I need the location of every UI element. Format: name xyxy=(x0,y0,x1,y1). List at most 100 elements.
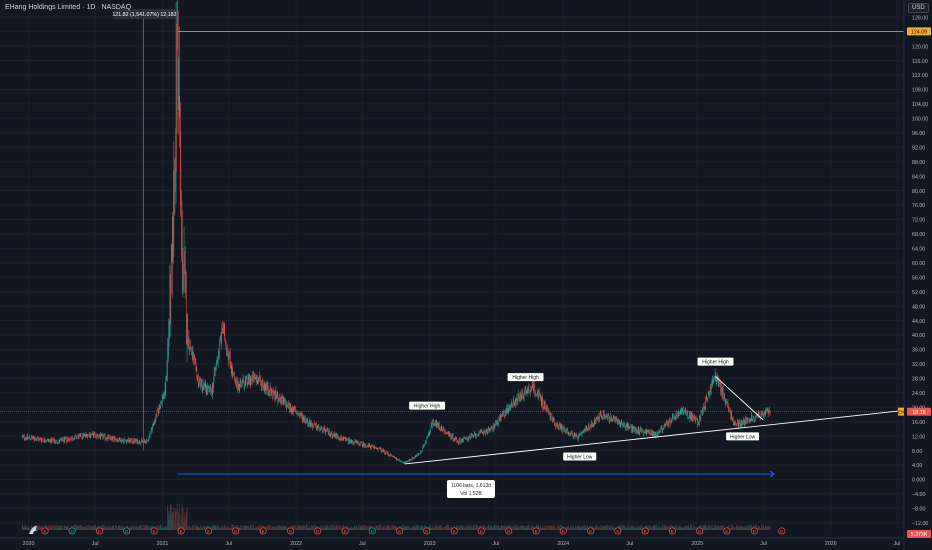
time-tick-label: Jul xyxy=(92,541,99,547)
event-marker: D xyxy=(123,527,131,535)
price-tick-label: 40.00 xyxy=(912,333,925,339)
time-axis[interactable]: 2020 Jul 2021 Jul 2022 Jul 2023 Jul 2024 Jul 2025 J… xyxy=(0,537,904,547)
event-marker-label: E xyxy=(507,529,510,534)
event-marker-label: E xyxy=(398,529,401,534)
currency-button[interactable]: USD xyxy=(908,3,929,13)
event-marker-circle xyxy=(641,527,649,535)
price-tick-label: 4.00 xyxy=(912,463,922,469)
event-marker-circle xyxy=(314,527,322,535)
price-tick-label: 116.00 xyxy=(912,59,928,65)
event-marker-circle xyxy=(559,527,567,535)
time-tick-label: 2020 xyxy=(23,541,35,547)
event-marker: E xyxy=(696,527,704,535)
event-marker-circle xyxy=(95,527,104,535)
resistance-level-tag xyxy=(907,27,931,36)
price-tick-label: 72.00 xyxy=(912,218,925,224)
annotation-box xyxy=(409,401,446,410)
event-marker-circle xyxy=(505,527,513,535)
event-marker: E xyxy=(41,527,49,535)
current-price-label: 18.78 xyxy=(912,410,925,416)
measure-horizontal-box xyxy=(446,480,495,499)
tradingview-logo-icon xyxy=(29,526,37,534)
event-marker-circle xyxy=(396,527,404,535)
price-tick-label: −4.00 xyxy=(912,492,925,498)
event-marker-label: E xyxy=(780,529,783,534)
event-marker: E xyxy=(95,527,104,535)
event-marker: E xyxy=(287,527,295,535)
horizontal-levels xyxy=(0,30,904,412)
price-tick-label: 36.00 xyxy=(912,348,925,354)
candlestick-series xyxy=(22,0,771,464)
price-tick-label: 88.00 xyxy=(912,160,925,166)
event-marker: E xyxy=(232,527,240,535)
event-marker: E xyxy=(614,527,622,535)
time-tick-label: Jul xyxy=(493,541,500,547)
event-marker: E xyxy=(205,527,213,535)
event-marker-label: E xyxy=(234,529,237,534)
annotation-label: Higher Low xyxy=(567,455,593,461)
event-marker: E xyxy=(396,527,404,535)
event-marker-circle xyxy=(68,527,76,535)
price-tick-label: 104.00 xyxy=(912,102,928,108)
price-tick-label: 60.00 xyxy=(912,261,925,267)
price-tick-label: 128.00 xyxy=(912,15,928,21)
event-marker-circle xyxy=(614,527,622,535)
event-marker-label: E xyxy=(207,529,210,534)
event-marker-label: E xyxy=(671,529,674,534)
event-marker-label: E xyxy=(644,529,647,534)
annotation-box xyxy=(697,357,734,366)
event-marker-label: E xyxy=(589,529,592,534)
volume-tag xyxy=(907,530,931,538)
price-tick-label: 0.000 xyxy=(912,478,925,484)
event-marker: E xyxy=(150,527,158,535)
event-marker: D xyxy=(368,527,376,535)
falling-resistance-trendline xyxy=(715,376,764,421)
event-marker-label: E xyxy=(344,529,347,534)
event-marker-circle xyxy=(341,527,349,535)
time-tick-label: 2021 xyxy=(157,541,169,547)
event-marker-circle xyxy=(750,527,758,535)
price-axis[interactable]: 128.00124.00120.00116.00112.00108.00104.… xyxy=(898,0,932,550)
price-tick-label: 100.00 xyxy=(912,117,928,123)
event-marker-label: E xyxy=(180,529,183,534)
event-marker-circle xyxy=(696,527,704,535)
price-tick-label: −8.00 xyxy=(912,507,925,513)
event-marker: E xyxy=(477,527,485,535)
time-tick-label: 2026 xyxy=(825,541,837,547)
annotation-label: Higher High xyxy=(702,360,729,366)
annotation-box xyxy=(563,452,597,461)
event-marker: E xyxy=(750,527,758,535)
time-tick-label: Jul xyxy=(760,541,767,547)
symbol-tag-label: EH xyxy=(898,410,904,415)
event-marker: E xyxy=(423,527,431,535)
event-marker-label: D xyxy=(71,529,74,534)
price-tick-label: 56.00 xyxy=(912,275,925,281)
time-tick-label: 2022 xyxy=(290,541,302,547)
measure-horizontal-label-2: Vol 1.52B xyxy=(460,491,482,497)
event-marker-label: D xyxy=(125,529,128,534)
event-marker: E xyxy=(587,527,595,535)
measure-vertical-label: 121.82 (1,541.07%) 12,182 xyxy=(112,12,176,18)
event-marker-circle xyxy=(778,527,786,535)
event-marker-label: E xyxy=(480,529,483,534)
event-marker: E xyxy=(341,527,349,535)
time-tick-label: Jul xyxy=(626,541,633,547)
event-marker: E xyxy=(177,527,185,535)
price-tick-label: 48.00 xyxy=(912,304,925,310)
price-tick-label: 108.00 xyxy=(912,88,928,94)
event-marker-circle xyxy=(532,527,540,535)
resistance-level-label: 124.09 xyxy=(911,30,927,36)
price-tick-label: 80.00 xyxy=(912,189,925,195)
measure-vertical-box xyxy=(113,9,176,19)
time-tick-label: 2024 xyxy=(557,541,569,547)
price-tick-label: 68.00 xyxy=(912,232,925,238)
chart-drawings[interactable]: 121.82 (1,541.07%) 12,182 1106 bars, 1,61… xyxy=(112,9,901,499)
annotation-label: Higher High xyxy=(512,375,539,381)
event-marker-circle xyxy=(368,527,376,535)
event-marker-circle xyxy=(668,527,676,535)
symbol-title[interactable]: EHang Holdings Limited · 1D · NASDAQ xyxy=(5,4,132,11)
time-tick-label: 2025 xyxy=(691,541,703,547)
